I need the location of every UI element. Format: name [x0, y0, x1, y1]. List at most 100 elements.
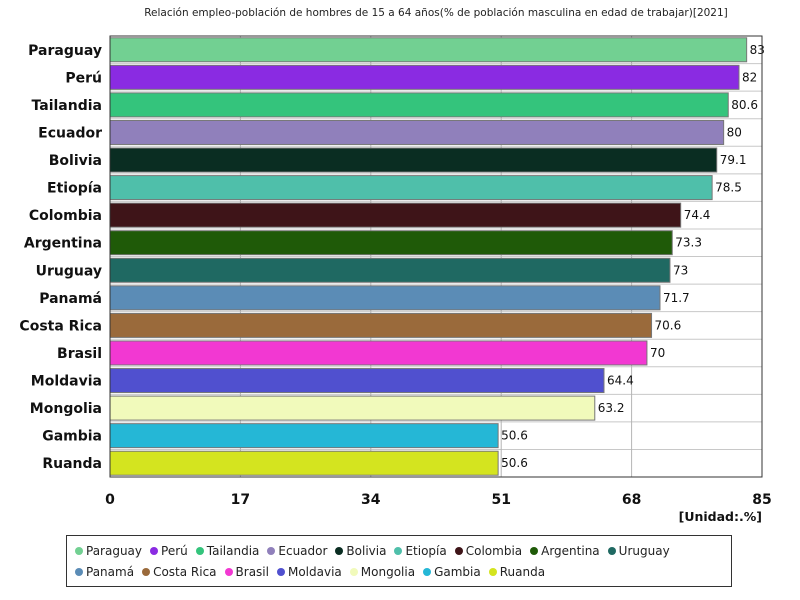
- legend-marker: [75, 568, 83, 576]
- bar: [109, 423, 499, 449]
- legend-label: Uruguay: [618, 544, 670, 558]
- x-tick-label: 85: [752, 492, 771, 508]
- legend-item: Costa Rica: [142, 562, 217, 583]
- legend-marker: [224, 568, 233, 576]
- legend-label: Tailandia: [206, 544, 260, 558]
- value-label: 80.6: [731, 98, 758, 112]
- value-label: 82: [742, 70, 757, 84]
- legend-label: Colombia: [465, 544, 523, 558]
- bar: [109, 395, 596, 421]
- bar: [109, 119, 725, 145]
- legend-item: Mongolia: [349, 562, 416, 583]
- bar: [109, 175, 713, 201]
- value-label: 71.7: [663, 291, 690, 305]
- legend-label: Paraguay: [86, 544, 143, 558]
- category-label: Etiopía: [47, 181, 102, 197]
- category-label: Perú: [65, 70, 102, 86]
- bar: [109, 202, 682, 228]
- legend-label: Ruanda: [499, 565, 546, 579]
- legend-marker: [454, 547, 463, 555]
- value-label: 63.2: [598, 401, 625, 415]
- value-label: 78.5: [715, 181, 742, 195]
- legend-item: Gambia: [423, 562, 481, 583]
- legend-marker: [530, 547, 539, 555]
- legend-label: Panamá: [86, 565, 135, 579]
- bar: [109, 285, 661, 311]
- legend-label: Gambia: [434, 565, 481, 579]
- category-label: Bolivia: [49, 153, 102, 169]
- legend-item: Moldavia: [276, 562, 342, 583]
- legend-marker: [75, 547, 83, 555]
- legend-item: Brasil: [224, 562, 269, 583]
- category-label: Uruguay: [36, 263, 102, 279]
- category-label: Paraguay: [28, 43, 102, 59]
- category-label: Costa Rica: [19, 318, 102, 334]
- bar: [109, 257, 671, 283]
- value-label: 73.3: [675, 236, 702, 250]
- legend-marker: [150, 547, 159, 555]
- legend-marker: [335, 547, 344, 555]
- value-label: 73: [673, 263, 688, 277]
- bar: [109, 147, 718, 173]
- legend-label: Mongolia: [360, 565, 416, 579]
- legend-label: Argentina: [541, 544, 600, 558]
- legend-label: Bolivia: [346, 544, 387, 558]
- legend-label: Moldavia: [287, 565, 342, 579]
- legend-item: Bolivia: [335, 541, 386, 562]
- legend-marker: [394, 547, 403, 555]
- legend-item: Ecuador: [267, 541, 327, 562]
- x-tick-label: 34: [361, 492, 381, 508]
- value-label: 83: [750, 43, 765, 57]
- chart-title: Relación empleo-población de hombres de …: [144, 7, 728, 19]
- legend-label: Perú: [161, 544, 188, 558]
- legend-label: Brasil: [235, 565, 269, 579]
- x-tick-label: 68: [622, 492, 641, 508]
- legend-item: Uruguay: [607, 541, 670, 562]
- category-label: Gambia: [42, 429, 102, 445]
- value-label: 70: [650, 346, 665, 360]
- x-tick-label: 17: [231, 492, 250, 508]
- legend-marker: [195, 547, 204, 555]
- x-tick-label: 51: [491, 492, 510, 508]
- category-label: Colombia: [29, 208, 102, 224]
- value-label: 70.6: [655, 318, 682, 332]
- legend-marker: [349, 568, 358, 576]
- bar: [109, 64, 740, 90]
- bar: [109, 368, 605, 394]
- value-label: 79.1: [720, 153, 747, 167]
- legend-item: Paraguay: [75, 541, 142, 562]
- unit-label: [Unidad:.%]: [678, 509, 762, 524]
- value-label: 74.4: [684, 208, 711, 222]
- legend-label: Etiopía: [405, 544, 447, 558]
- value-label: 50.6: [501, 429, 528, 443]
- legend-item: Perú: [150, 541, 188, 562]
- legend-marker: [276, 568, 285, 576]
- category-label: Argentina: [24, 236, 102, 252]
- legend-marker: [423, 568, 432, 576]
- category-label: Ecuador: [38, 125, 102, 141]
- x-tick-label: 0: [105, 492, 115, 508]
- legend-marker: [142, 568, 151, 576]
- legend-label: Ecuador: [278, 544, 328, 558]
- bar: [109, 37, 748, 63]
- value-label: 64.4: [607, 374, 634, 388]
- plot-frame: [109, 35, 763, 478]
- legend-marker: [607, 547, 616, 555]
- value-label: 50.6: [501, 456, 528, 470]
- value-labels: 83 82 80.6 80 79.1 78.5 74.4 73.3 73 71.7 70.6 70 64…: [501, 43, 765, 470]
- category-label: Tailandia: [32, 98, 102, 114]
- bar-chart: Paraguay Perú Tailandia Ecuador Bolivia Etiop…: [19, 35, 772, 508]
- category-label: Brasil: [57, 346, 102, 362]
- bar: [109, 450, 499, 476]
- category-label: Panamá: [39, 291, 102, 307]
- legend: Paraguay Perú Tailandia Ecuador Bolivia Etiop…: [66, 535, 732, 587]
- bar: [109, 312, 653, 338]
- legend-item: Etiopía: [394, 541, 447, 562]
- category-label: Mongolia: [30, 401, 102, 417]
- bar: [109, 92, 729, 118]
- category-label: Ruanda: [42, 456, 102, 472]
- legend-marker: [488, 568, 497, 576]
- value-label: 80: [727, 125, 742, 139]
- legend-item: Panamá: [75, 562, 134, 583]
- x-axis-tick-labels: 0 17 34 51 68 85: [105, 492, 772, 508]
